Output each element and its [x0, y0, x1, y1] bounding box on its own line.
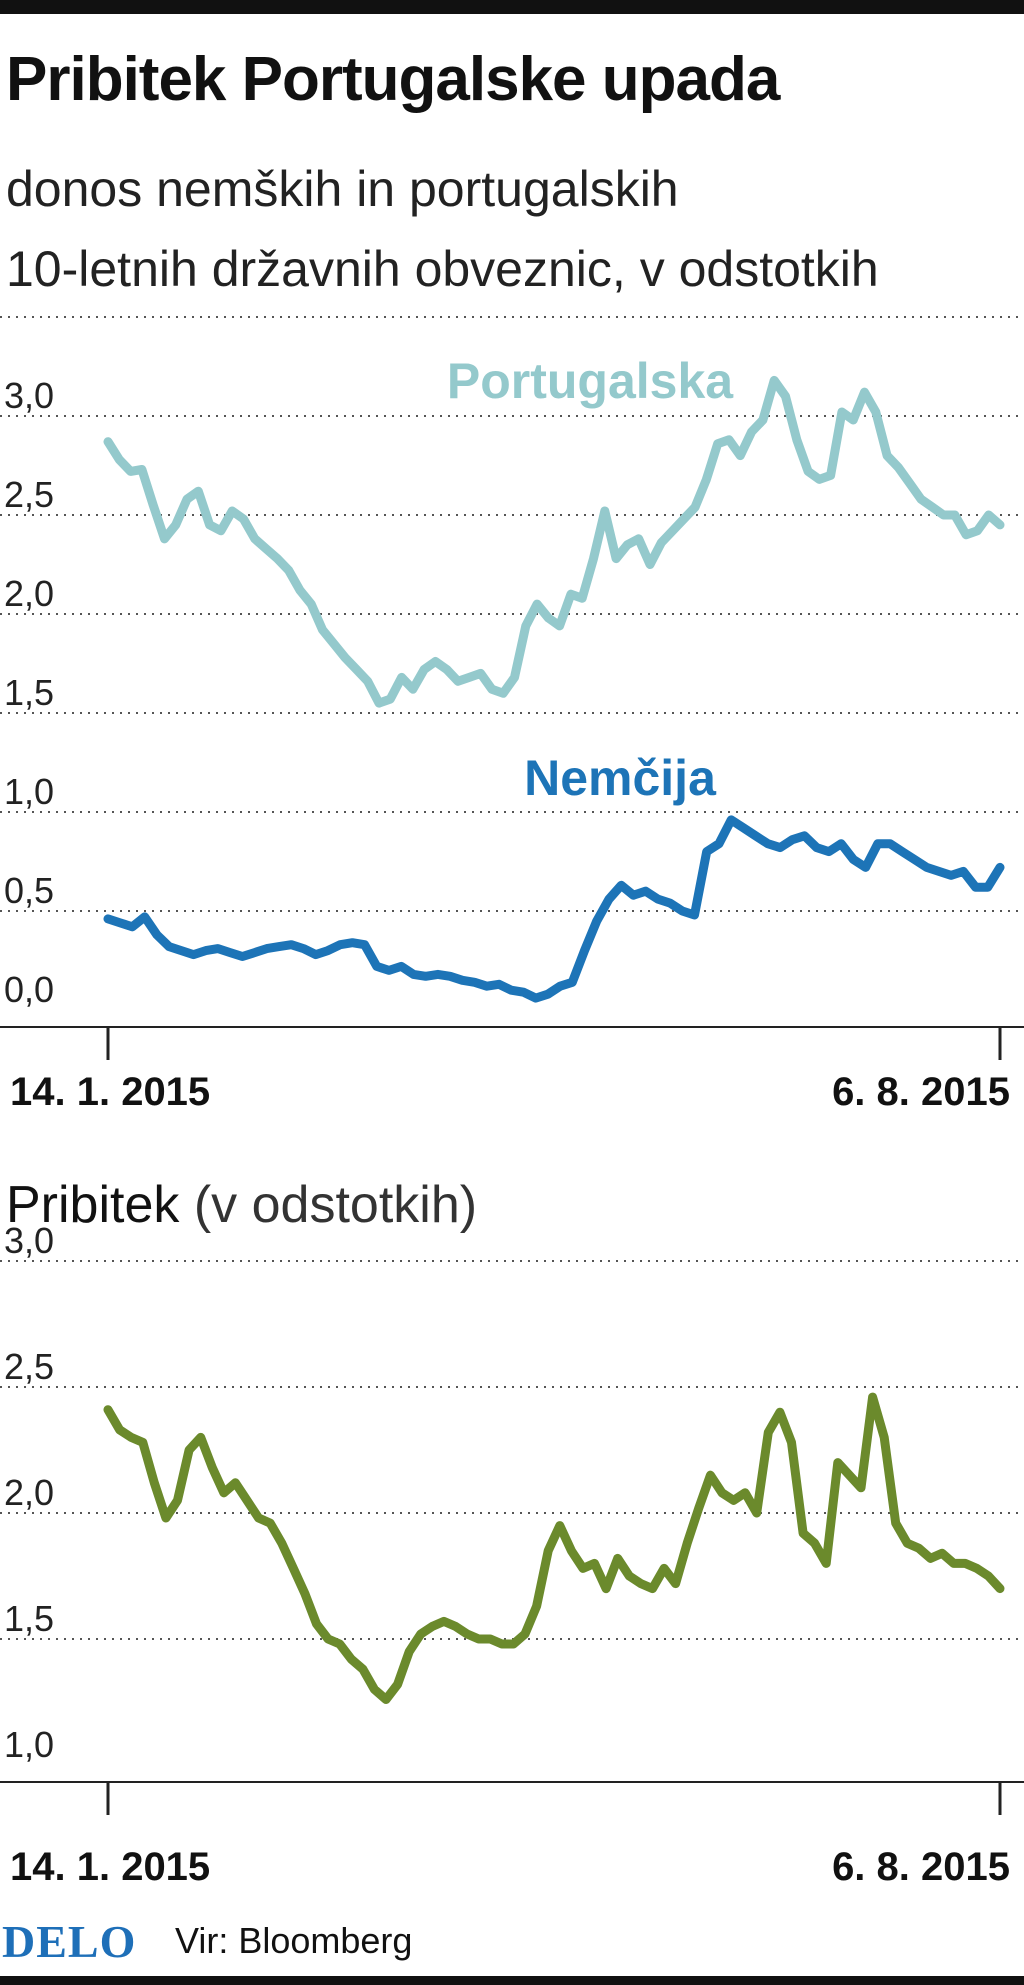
- x-end-label: 6. 8. 2015: [832, 1070, 1010, 1114]
- series-line-portugalska: [103, 375, 1005, 708]
- chart-subtitle-line1: donos nemških in portugalskih: [6, 161, 679, 217]
- y-tick-label: 1,0: [4, 771, 54, 812]
- spread-title-main: Pribitek: [6, 1176, 180, 1234]
- y-tick-label: 3,0: [4, 1220, 54, 1261]
- yield-chart: 0,0 0,5 1,0 1,5 2,0 2,5 3,0 14. 1. 2015 6. 8. 20…: [0, 316, 1024, 1114]
- series-line-nemcija: [103, 815, 1005, 1003]
- y-tick-label: 2,5: [4, 1346, 54, 1387]
- y-tick-label: 2,5: [4, 474, 54, 515]
- spread-chart: 1,0 1,5 2,0 2,5 3,0 14. 1. 2015 6. 8. 2015: [0, 1220, 1024, 1889]
- chart-subtitle-line2: 10-letnih državnih obveznic, v odstotkih: [6, 241, 879, 297]
- y-tick-label: 3,0: [4, 375, 54, 416]
- y-tick-label: 2,0: [4, 1472, 54, 1513]
- x-start-label: 14. 1. 2015: [10, 1070, 210, 1114]
- series-line-pribitek: [103, 1392, 1005, 1704]
- x-end-label: 6. 8. 2015: [832, 1845, 1010, 1889]
- y-tick-label: 1,0: [4, 1724, 54, 1765]
- source-note: Vir: Bloomberg: [175, 1920, 413, 1961]
- chart-title: Pribitek Portugalske upada: [6, 45, 780, 114]
- y-tick-label: 0,0: [4, 969, 54, 1010]
- spread-title-unit: (v odstotkih): [179, 1176, 478, 1234]
- series-label-portugalska: Portugalska: [447, 353, 734, 409]
- series-label-nemcija: Nemčija: [524, 750, 717, 806]
- x-start-label: 14. 1. 2015: [10, 1845, 210, 1889]
- bottom-rule: [0, 1976, 1024, 1985]
- top-rule: [0, 0, 1024, 14]
- y-tick-label: 1,5: [4, 672, 54, 713]
- y-tick-label: 2,0: [4, 573, 54, 614]
- y-tick-label: 0,5: [4, 870, 54, 911]
- y-tick-label: 1,5: [4, 1598, 54, 1639]
- delo-logo: DELO: [2, 1916, 137, 1967]
- spread-chart-title: Pribitek (v odstotkih): [6, 1175, 477, 1235]
